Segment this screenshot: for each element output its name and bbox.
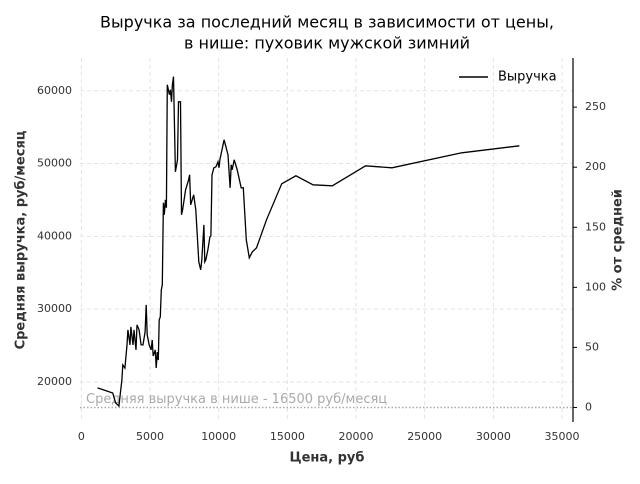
legend-label: Выручка	[498, 70, 557, 85]
y2-tick-label: 100	[585, 280, 606, 293]
x-tick-label: 35000	[545, 430, 580, 443]
x-tick-label: 15000	[270, 430, 305, 443]
y-tick-label: 30000	[37, 302, 72, 315]
x-tick-label: 5000	[136, 430, 164, 443]
y2-tick-label: 50	[585, 340, 599, 353]
y2-axis-label: % от средней	[611, 189, 626, 291]
y2-tick-label: 250	[585, 100, 606, 113]
y-tick-label: 40000	[37, 229, 72, 242]
chart-title: в нише: пуховик мужской зимний	[184, 34, 470, 53]
y-tick-label: 60000	[37, 84, 72, 97]
x-tick-label: 20000	[339, 430, 374, 443]
x-axis-label: Цена, руб	[290, 451, 365, 466]
y-axis-label: Средняя выручка, руб/месяц	[14, 130, 29, 349]
y-tick-label: 50000	[37, 157, 72, 170]
y2-tick-label: 0	[585, 400, 592, 413]
x-tick-label: 25000	[407, 430, 442, 443]
x-tick-label: 10000	[201, 430, 236, 443]
y2-tick-label: 150	[585, 220, 606, 233]
reference-label: Средняя выручка в нише - 16500 руб/месяц	[86, 392, 387, 407]
y-tick-label: 20000	[37, 375, 72, 388]
chart-title: Выручка за последний месяц в зависимости…	[100, 13, 554, 32]
x-tick-label: 0	[78, 430, 85, 443]
line-series	[97, 76, 520, 408]
x-tick-label: 30000	[476, 430, 511, 443]
y2-tick-label: 200	[585, 160, 606, 173]
